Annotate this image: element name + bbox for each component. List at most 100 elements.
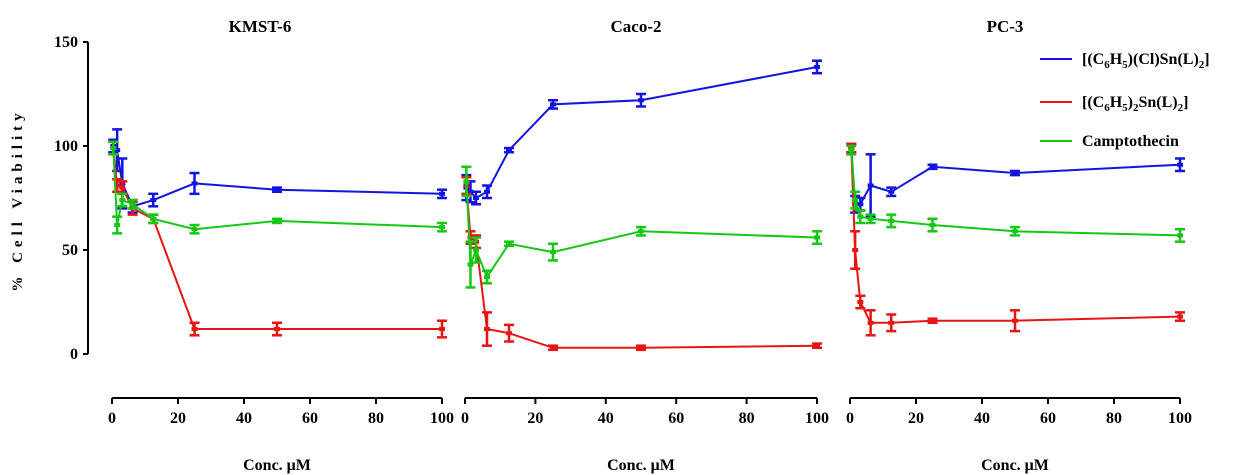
data-point xyxy=(506,241,512,246)
series-layer xyxy=(108,59,1185,352)
x-axis-title-3: Conc. μM xyxy=(981,457,1049,474)
legend-label-part: 2 xyxy=(1133,102,1139,114)
data-point xyxy=(274,327,280,332)
data-point xyxy=(191,327,198,332)
legend-label-part: 5 xyxy=(1122,102,1128,114)
x-tick-label: 0 xyxy=(846,410,854,427)
data-point xyxy=(114,223,121,228)
legend-label-part: 6 xyxy=(1104,102,1110,114)
data-point xyxy=(852,198,859,203)
series-1-2 xyxy=(108,140,447,339)
data-point xyxy=(150,198,157,203)
data-point xyxy=(467,235,474,240)
y-tick-label: 100 xyxy=(54,138,78,155)
y-tick-label: 50 xyxy=(62,242,78,259)
legend-label-part: [(C xyxy=(1082,94,1104,111)
data-point xyxy=(150,216,157,221)
y-axis-title: % Cell Viability xyxy=(10,108,26,291)
data-point xyxy=(1012,229,1018,234)
data-point xyxy=(929,318,936,323)
data-point xyxy=(1177,162,1183,167)
x-tick-label: 20 xyxy=(170,410,186,427)
data-point xyxy=(191,181,198,186)
data-point xyxy=(867,320,874,325)
series-1-3 xyxy=(108,140,447,235)
x-tick-label: 60 xyxy=(668,410,684,427)
data-point xyxy=(484,189,490,194)
data-point xyxy=(857,214,864,219)
y-tick-label: 0 xyxy=(70,346,78,363)
data-point xyxy=(484,275,490,280)
legend-label-part: Sn(L) xyxy=(1139,94,1178,111)
series-3-1 xyxy=(846,142,1185,218)
legend-label-part: 5 xyxy=(1122,59,1128,71)
x-tick-label: 100 xyxy=(430,410,454,427)
data-point xyxy=(814,343,820,348)
data-point xyxy=(114,183,121,188)
data-point xyxy=(274,218,280,223)
legend-label-part: ] xyxy=(1204,51,1209,68)
legend-label-part: 6 xyxy=(1104,59,1110,71)
x-tick-label: 60 xyxy=(302,410,318,427)
legend-label-part: ) xyxy=(1128,94,1133,111)
x-tick-label: 100 xyxy=(805,410,829,427)
series-line xyxy=(112,145,443,208)
x-axis-title-1: Conc. μM xyxy=(243,457,311,474)
x-tick-label: 0 xyxy=(461,410,469,427)
data-point xyxy=(473,248,480,252)
data-point xyxy=(463,179,470,184)
series-2-3 xyxy=(461,165,822,289)
legend-label-part: Camptothecin xyxy=(1082,133,1179,150)
data-point xyxy=(467,189,474,194)
x-tick-label: 80 xyxy=(368,410,384,427)
data-point xyxy=(129,202,136,207)
data-point xyxy=(888,189,895,194)
legend-label-part: )(Cl)Sn(L) xyxy=(1128,51,1199,68)
data-point xyxy=(638,345,644,350)
data-point xyxy=(484,327,490,332)
data-point xyxy=(274,187,280,192)
data-point xyxy=(848,148,855,153)
legend-label-2: [(C6H5)2Sn(L)2] xyxy=(1082,94,1188,114)
data-point xyxy=(439,327,445,332)
data-point xyxy=(1012,171,1018,176)
legend-label-3: Camptothecin xyxy=(1082,133,1179,150)
series-2-2 xyxy=(461,175,822,352)
x-axis-title-2: Conc. μM xyxy=(607,457,675,474)
series-3-3 xyxy=(846,144,1185,243)
panel-title-1: KMST-6 xyxy=(229,17,292,36)
data-point xyxy=(1177,314,1183,319)
panel-title-2: Caco-2 xyxy=(611,17,662,36)
data-point xyxy=(439,191,445,196)
x-tick-label: 20 xyxy=(527,410,543,427)
axes-layer xyxy=(83,41,1181,404)
legend-label-1: [(C6H5)(Cl)Sn(L)2] xyxy=(1082,51,1210,71)
data-point xyxy=(1177,233,1183,238)
data-point xyxy=(867,183,874,188)
x-tick-label: 80 xyxy=(1106,410,1122,427)
data-point xyxy=(638,98,644,103)
data-point xyxy=(888,320,895,325)
data-point xyxy=(506,331,512,336)
x-tick-label: 0 xyxy=(108,410,116,427)
legend: [(C6H5)(Cl)Sn(L)2] [(C6H5)2Sn(L)2] Camptot… xyxy=(1040,51,1210,150)
legend-label-part: [(C xyxy=(1082,51,1104,68)
x-tick-label: 80 xyxy=(739,410,755,427)
x-tick-label: 40 xyxy=(236,410,252,427)
data-point xyxy=(638,229,644,234)
panel-title-3: PC-3 xyxy=(987,17,1024,36)
series-line xyxy=(465,66,818,200)
x-tick-label: 100 xyxy=(1168,410,1192,427)
data-point xyxy=(857,202,864,207)
series-3-2 xyxy=(846,142,1185,337)
legend-label-part: ] xyxy=(1183,94,1188,111)
legend-label-part: 2 xyxy=(1199,59,1205,71)
data-point xyxy=(550,250,556,255)
data-point xyxy=(814,235,820,240)
y-tick-label: 150 xyxy=(54,34,78,51)
data-point xyxy=(473,196,480,200)
data-point xyxy=(929,164,936,169)
data-point xyxy=(550,345,556,350)
